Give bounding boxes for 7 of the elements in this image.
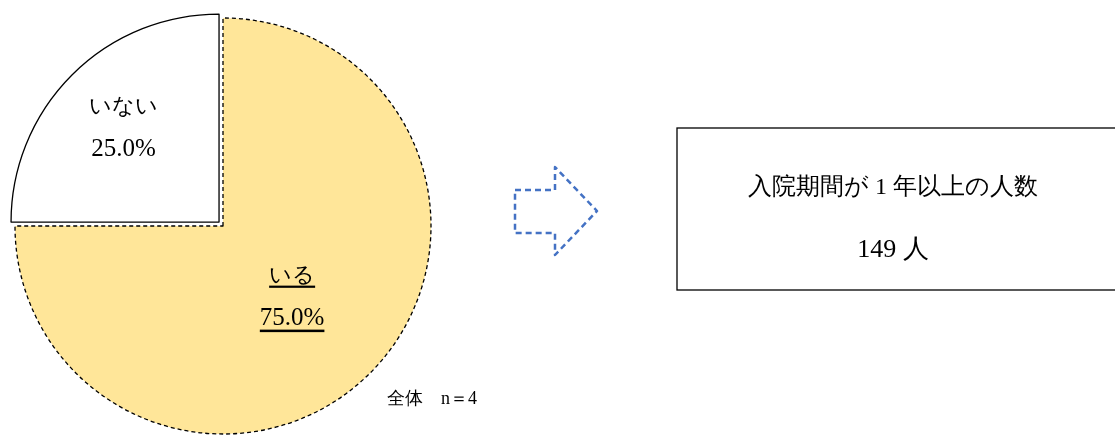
text: 入院期間が 1 年以上の人数 (748, 173, 1038, 199)
text: 全体 n＝4 (387, 388, 477, 408)
slice-label: いない (88, 92, 158, 118)
text: 149 人 (857, 233, 929, 263)
slice-label: いる (269, 261, 316, 287)
data-label: 25.0% (91, 133, 156, 161)
data-label: 75.0% (259, 302, 325, 330)
